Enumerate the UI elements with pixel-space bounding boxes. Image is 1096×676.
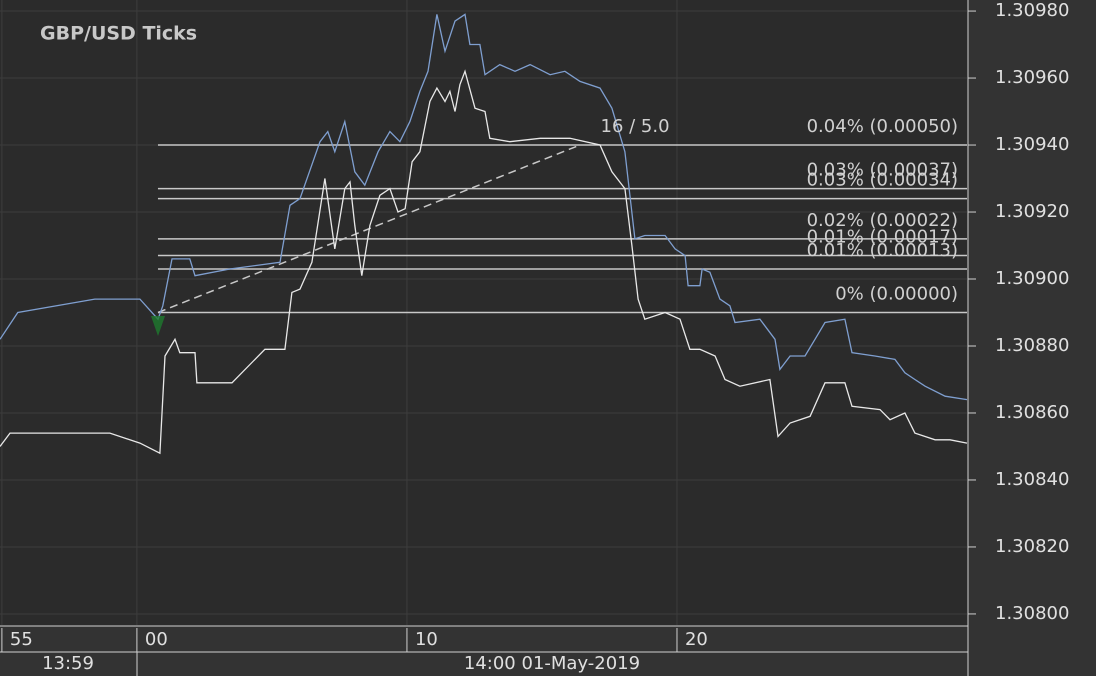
date-label: 13:59 — [42, 653, 94, 674]
y-tick-label: 1.30940 — [995, 134, 1069, 155]
fib-label: 0.04% (0.00050) — [807, 116, 958, 137]
trend-label: 16 / 5.0 — [601, 116, 670, 137]
fib-label: 0% (0.00000) — [835, 284, 958, 305]
y-tick-label: 1.30820 — [995, 536, 1069, 557]
y-axis-panel — [968, 0, 1096, 676]
fib-label: 0.02% (0.00022) — [807, 210, 958, 231]
x-tick-label: 00 — [145, 629, 168, 650]
y-tick-label: 1.30980 — [995, 0, 1069, 21]
y-tick-label: 1.30960 — [995, 67, 1069, 88]
x-axis-panel — [0, 626, 968, 676]
price-line — [0, 69, 968, 455]
y-tick-label: 1.30900 — [995, 268, 1069, 289]
x-tick-label: 20 — [685, 629, 708, 650]
fib-label: 0.01% (0.00017) — [807, 227, 958, 248]
x-tick-label: 10 — [415, 629, 438, 650]
fib-label: 0.03% (0.00037) — [807, 160, 958, 181]
price-line — [0, 13, 968, 401]
y-tick-label: 1.30880 — [995, 335, 1069, 356]
y-tick-label: 1.30800 — [995, 603, 1069, 624]
y-tick-label: 1.30840 — [995, 469, 1069, 490]
y-tick-label: 1.30860 — [995, 402, 1069, 423]
marker — [151, 316, 165, 336]
chart-title: GBP/USD Ticks — [40, 23, 197, 45]
x-tick-label: 55 — [10, 629, 33, 650]
date-label: 14:00 01-May-2019 — [464, 653, 640, 674]
fib-label: 0.01% (0.00013) — [807, 240, 958, 261]
fib-label: 0.03% (0.00034) — [807, 170, 958, 191]
y-tick-label: 1.30920 — [995, 201, 1069, 222]
